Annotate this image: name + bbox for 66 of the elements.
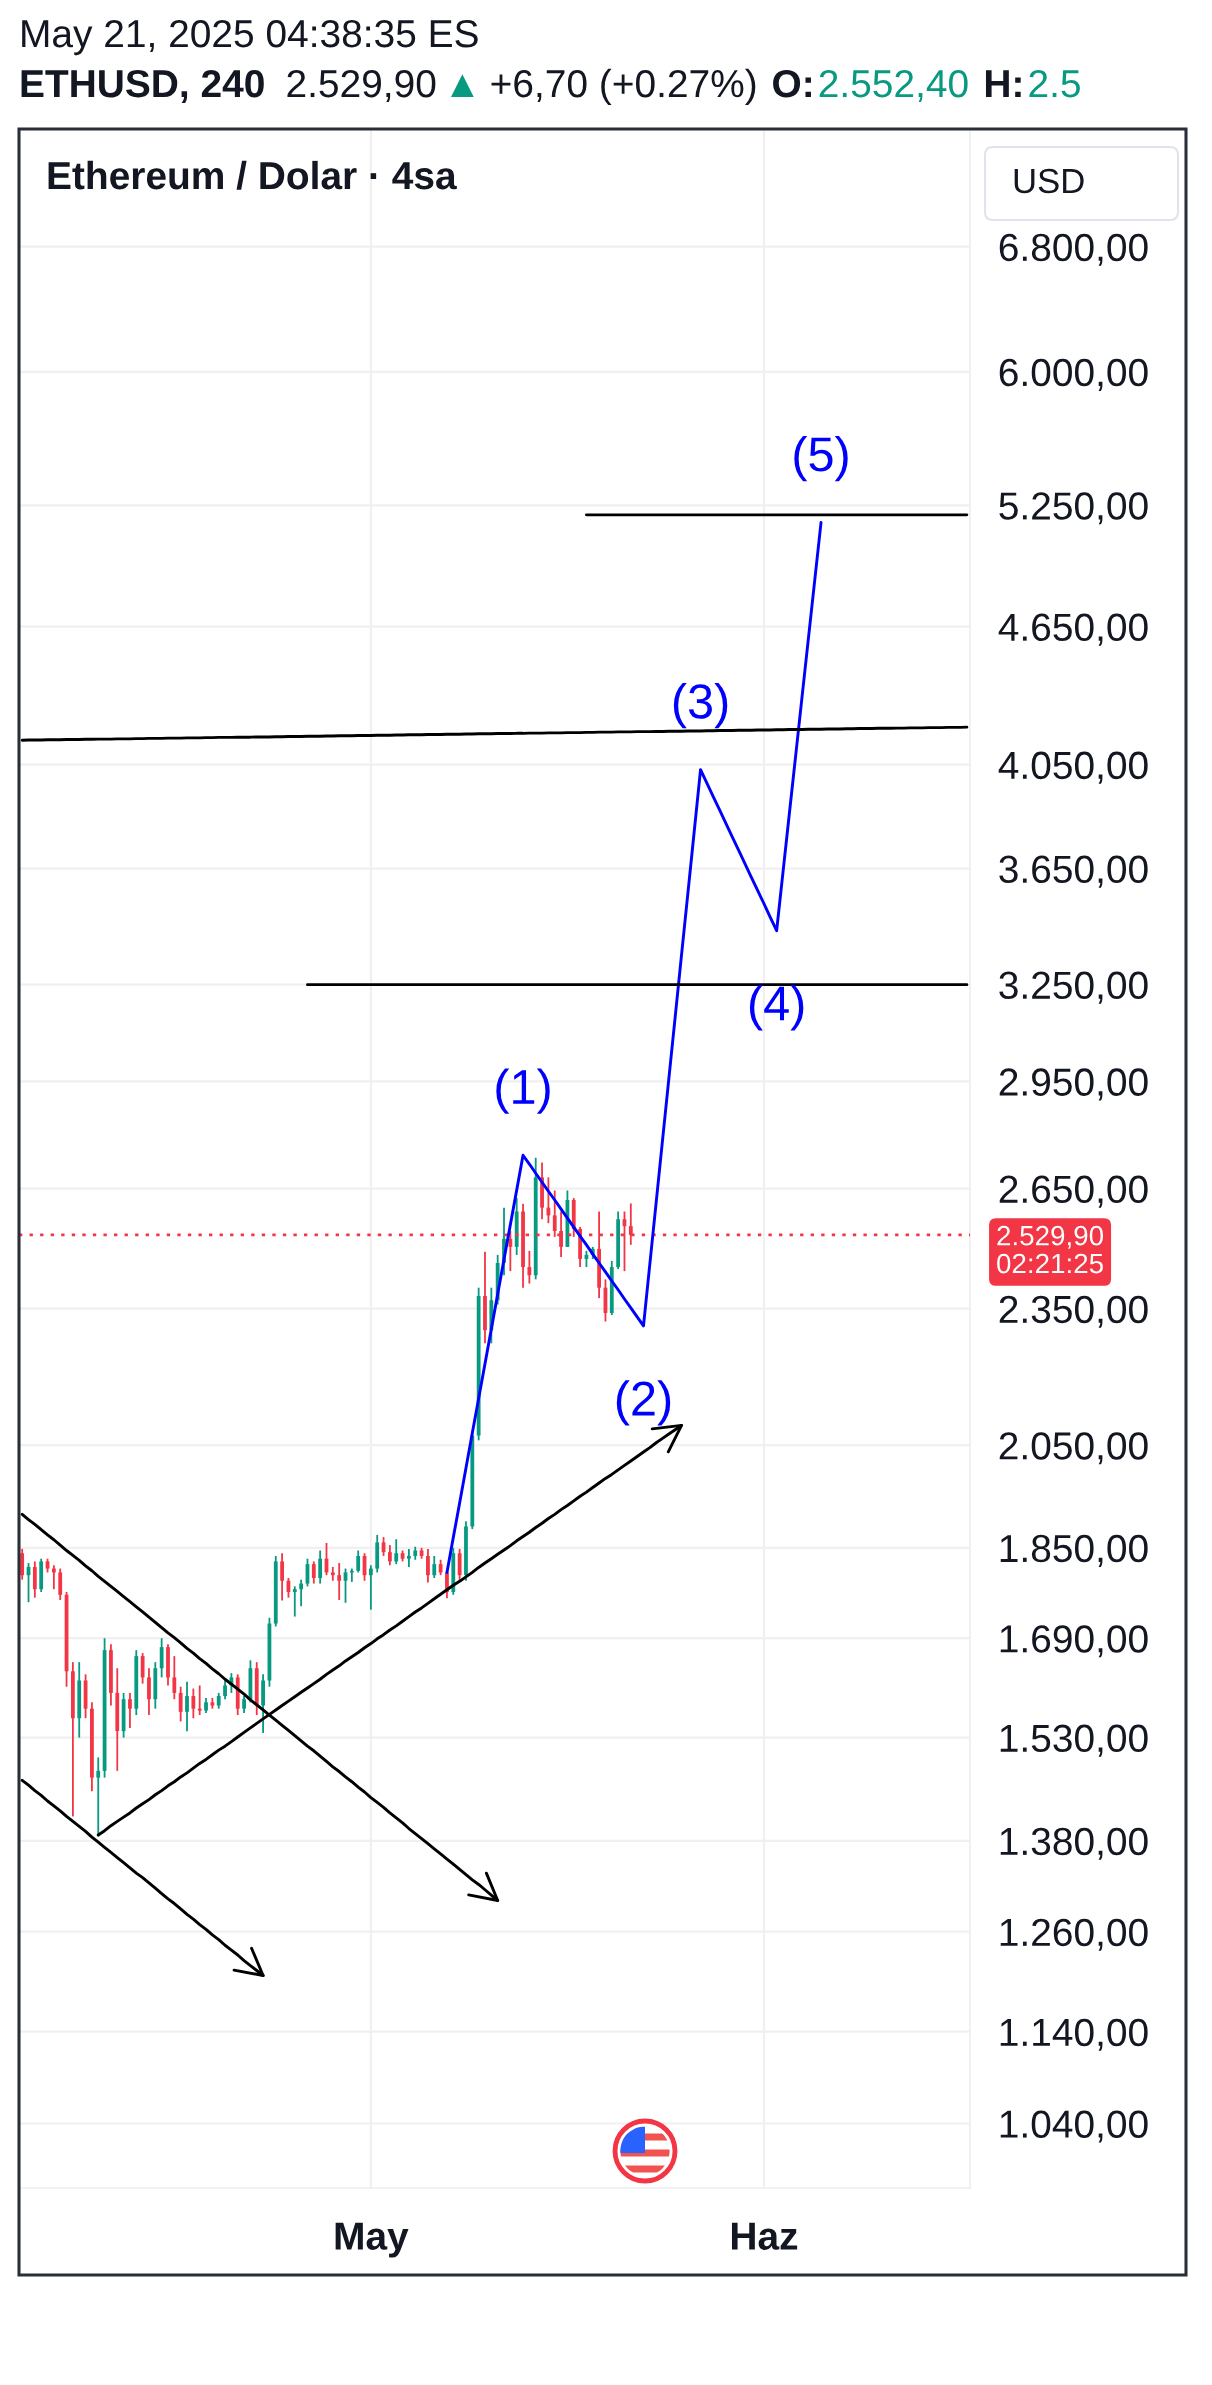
y-tick-label: 5.250,00	[999, 492, 1148, 525]
candlestick	[394, 1538, 399, 1566]
candlestick	[58, 1567, 63, 1601]
candlestick	[432, 1555, 437, 1579]
y-tick-label: 2.350,00	[999, 1295, 1148, 1328]
candlestick	[128, 1692, 132, 1729]
text: USD	[1014, 168, 1084, 194]
candlestick	[140, 1652, 145, 1685]
candlestick	[387, 1544, 392, 1567]
text: May 21, 2025 04:38:35 ES	[22, 19, 478, 56]
candlestick	[311, 1560, 316, 1585]
text: 2.552,40	[819, 69, 968, 103]
candlestick	[191, 1687, 196, 1720]
y-tick-label: 2.950,00	[999, 1068, 1148, 1101]
candlestick	[546, 1176, 551, 1225]
candlestick	[292, 1585, 297, 1618]
candlestick	[368, 1564, 373, 1611]
text: ETHUSD, 240	[21, 69, 264, 104]
candlestick	[356, 1549, 361, 1574]
candlestick	[159, 1637, 164, 1679]
y-tick-label: 4.050,00	[998, 751, 1148, 784]
y-tick-label: 4.650,00	[998, 613, 1148, 646]
candlestick	[527, 1249, 532, 1285]
text: ▲	[450, 74, 474, 98]
candlestick	[426, 1547, 430, 1584]
y-tick-label: 1.850,00	[1000, 1534, 1148, 1567]
text: O:	[773, 69, 811, 98]
y-tick-label: 3.650,00	[999, 855, 1148, 888]
y-tick-label: 1.040,00	[1000, 2110, 1148, 2143]
x-tick-label: May	[335, 2222, 409, 2258]
candlestick	[172, 1655, 177, 1701]
candlestick	[178, 1685, 183, 1723]
candlestick	[147, 1667, 151, 1716]
annotation: (3)	[673, 682, 728, 729]
annotation: (1)	[496, 1068, 550, 1114]
annotation: (5)	[794, 435, 848, 482]
text: H:	[985, 70, 1021, 98]
candlestick	[508, 1230, 513, 1273]
text: Ethereum / Dolar · 4sa	[48, 160, 457, 190]
candlestick	[32, 1560, 37, 1599]
candlestick	[337, 1562, 342, 1601]
x-tick-label: Haz	[731, 2222, 798, 2250]
y-tick-label: 1.690,00	[1000, 1625, 1148, 1658]
candlestick	[185, 1680, 189, 1733]
y-tick-label: 2.650,00	[999, 1175, 1148, 1208]
y-tick-label: 1.530,00	[1000, 1724, 1148, 1757]
candlestick	[280, 1552, 285, 1602]
annotation: (4)	[749, 985, 804, 1031]
text: 2.529,90	[287, 69, 436, 103]
candlestick	[299, 1578, 304, 1608]
candlestick	[197, 1684, 202, 1716]
y-tick-label: 1.260,00	[1000, 1918, 1148, 1951]
y-tick-label: 6.000,00	[999, 358, 1148, 391]
y-tick-label: 6.800,00	[999, 233, 1148, 266]
y-tick-label: 1.140,00	[1000, 2018, 1148, 2051]
candlestick	[318, 1549, 323, 1585]
candlestick	[223, 1679, 227, 1701]
ref-line-label: 2.529,90 02:21:25	[997, 1225, 1104, 1274]
y-tick-label: 3.250,00	[999, 971, 1148, 1004]
y-tick-label: 1.380,00	[1000, 1827, 1148, 1860]
annotation: (2)	[616, 1380, 671, 1426]
text: 2.5	[1029, 69, 1080, 98]
text: +6,70 (+0.27%)	[491, 68, 756, 106]
candlestick	[407, 1547, 411, 1568]
candlestick	[457, 1547, 462, 1582]
y-tick-label: 2.050,00	[999, 1432, 1148, 1465]
